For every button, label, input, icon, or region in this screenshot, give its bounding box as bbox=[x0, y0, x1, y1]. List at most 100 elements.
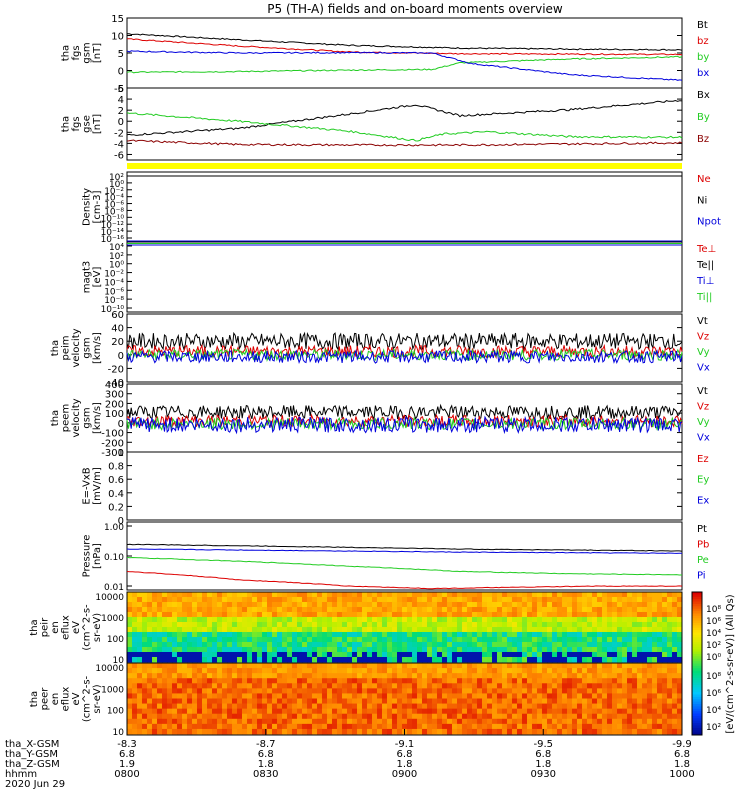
heatmap-cell bbox=[287, 683, 293, 689]
heatmap-cell bbox=[192, 622, 198, 628]
heatmap-cell bbox=[437, 703, 443, 710]
heatmap-cell bbox=[352, 663, 358, 669]
heatmap-cell bbox=[597, 592, 603, 598]
heatmap-cell bbox=[607, 612, 613, 618]
heatmap-cell bbox=[597, 597, 603, 603]
heatmap-cell bbox=[667, 607, 673, 613]
heatmap-cell bbox=[552, 703, 558, 710]
heatmap-cell bbox=[147, 592, 153, 598]
heatmap-cell bbox=[237, 592, 243, 598]
heatmap-cell bbox=[437, 698, 443, 704]
heatmap-cell bbox=[472, 657, 478, 663]
heatmap-cell bbox=[152, 683, 158, 689]
heatmap-cell bbox=[477, 622, 483, 628]
heatmap-cell bbox=[577, 728, 583, 735]
heatmap-cell bbox=[427, 597, 433, 603]
heatmap-cell bbox=[267, 693, 273, 699]
heatmap-cell bbox=[212, 637, 218, 643]
heatmap-cell bbox=[472, 617, 478, 623]
ytick-label: 100 bbox=[107, 635, 124, 645]
heatmap-cell bbox=[187, 668, 193, 674]
heatmap-cell bbox=[322, 683, 328, 689]
heatmap-cell bbox=[542, 663, 548, 669]
heatmap-cell bbox=[457, 693, 463, 699]
heatmap-cell bbox=[472, 698, 478, 704]
heatmap-cell bbox=[422, 602, 428, 608]
heatmap-cell bbox=[567, 612, 573, 618]
heatmap-cell bbox=[142, 703, 148, 710]
heatmap-cell bbox=[547, 607, 553, 613]
heatmap-cell bbox=[637, 708, 643, 715]
heatmap-cell bbox=[422, 668, 428, 674]
heatmap-cell bbox=[507, 728, 513, 735]
heatmap-cell bbox=[647, 622, 653, 628]
heatmap-cell bbox=[617, 673, 623, 679]
colorbar-band bbox=[692, 718, 702, 722]
heatmap-cell bbox=[327, 668, 333, 674]
heatmap-cell bbox=[552, 688, 558, 694]
heatmap-cell bbox=[657, 688, 663, 694]
heatmap-cell bbox=[522, 718, 528, 725]
heatmap-cell bbox=[512, 703, 518, 710]
series-Bx bbox=[126, 99, 683, 136]
heatmap-cell bbox=[247, 652, 253, 658]
colorbar-band bbox=[692, 727, 702, 731]
heatmap-cell bbox=[192, 652, 198, 658]
heatmap-cell bbox=[527, 647, 533, 653]
heatmap-cell bbox=[662, 617, 668, 623]
legend-Ex: Ex bbox=[697, 495, 709, 506]
heatmap-cell bbox=[512, 607, 518, 613]
heatmap-cell bbox=[152, 632, 158, 638]
heatmap-cell bbox=[532, 617, 538, 623]
heatmap-cell bbox=[442, 728, 448, 735]
heatmap-cell bbox=[182, 723, 188, 730]
heatmap-cell bbox=[162, 652, 168, 658]
heatmap-cell bbox=[172, 647, 178, 653]
heatmap-cell bbox=[637, 668, 643, 674]
heatmap-cell bbox=[552, 607, 558, 613]
heatmap-cell bbox=[592, 622, 598, 628]
heatmap-cell bbox=[467, 632, 473, 638]
heatmap-cell bbox=[462, 632, 468, 638]
heatmap-cell bbox=[482, 607, 488, 613]
heatmap-cell bbox=[207, 723, 213, 730]
heatmap-cell bbox=[197, 617, 203, 623]
heatmap-cell bbox=[292, 698, 298, 704]
heatmap-cell bbox=[422, 612, 428, 618]
heatmap-cell bbox=[672, 632, 678, 638]
heatmap-cell bbox=[187, 652, 193, 658]
heatmap-cell bbox=[557, 683, 563, 689]
heatmap-cell bbox=[542, 612, 548, 618]
heatmap-cell bbox=[242, 708, 248, 715]
heatmap-cell bbox=[132, 688, 138, 694]
heatmap-cell bbox=[252, 693, 258, 699]
heatmap-cell bbox=[342, 678, 348, 684]
ylabel-2-1: fgs bbox=[71, 116, 82, 131]
heatmap-cell bbox=[227, 602, 233, 608]
heatmap-cell bbox=[542, 597, 548, 603]
heatmap-cell bbox=[207, 602, 213, 608]
heatmap-cell bbox=[202, 723, 208, 730]
heatmap-cell bbox=[427, 703, 433, 710]
heatmap-cell bbox=[352, 718, 358, 725]
heatmap-cell bbox=[197, 703, 203, 710]
heatmap-cell bbox=[477, 597, 483, 603]
heatmap-cell bbox=[322, 703, 328, 710]
colorbar-band bbox=[692, 701, 702, 705]
heatmap-cell bbox=[607, 627, 613, 633]
heatmap-cell bbox=[312, 683, 318, 689]
heatmap-cell bbox=[417, 673, 423, 679]
heatmap-cell bbox=[577, 617, 583, 623]
heatmap-cell bbox=[602, 708, 608, 715]
heatmap-cell bbox=[487, 627, 493, 633]
heatmap-cell bbox=[582, 673, 588, 679]
heatmap-cell bbox=[262, 683, 268, 689]
heatmap-cell bbox=[627, 657, 633, 663]
heatmap-cell bbox=[187, 632, 193, 638]
heatmap-cell bbox=[677, 713, 683, 720]
heatmap-cell bbox=[347, 592, 353, 598]
heatmap-cell bbox=[552, 602, 558, 608]
heatmap-cell bbox=[147, 713, 153, 720]
heatmap-cell bbox=[377, 718, 383, 725]
heatmap-cell bbox=[267, 637, 273, 643]
